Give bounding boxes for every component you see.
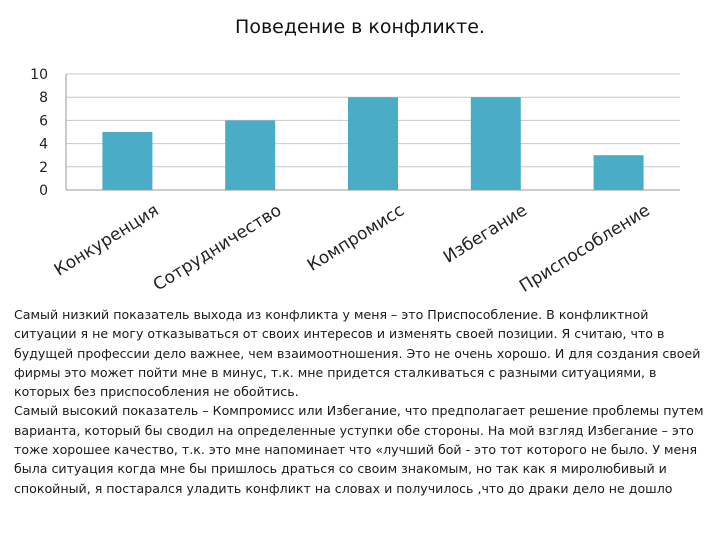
y-tick-label: 8	[39, 90, 48, 106]
description-text: Самый низкий показатель выхода из конфли…	[14, 305, 710, 498]
bar	[348, 97, 398, 190]
bar	[593, 155, 644, 190]
y-tick-label: 4	[39, 137, 48, 153]
bar	[470, 97, 521, 190]
y-tick-label: 2	[39, 160, 48, 176]
y-tick-label: 0	[39, 183, 48, 199]
x-tick-label: Приспособление	[516, 200, 654, 296]
x-tick-label: Сотрудничество	[150, 200, 285, 295]
bar	[225, 120, 276, 190]
description-paragraph-2: Самый высокий показатель – Компромисс ил…	[14, 403, 704, 496]
bar	[102, 132, 153, 190]
y-tick-label: 6	[39, 113, 48, 129]
x-tick-label: Избегание	[440, 200, 531, 267]
x-tick-label: Конкуренция	[51, 200, 163, 280]
y-axis-ticks: 0 2 4 6 8 10	[30, 67, 48, 199]
x-tick-label: Компромисс	[304, 200, 408, 275]
bars	[102, 97, 644, 190]
description-paragraph-1: Самый низкий показатель выхода из конфли…	[14, 307, 701, 400]
chart-title: Поведение в конфликте.	[235, 16, 485, 38]
y-tick-label: 10	[30, 67, 48, 83]
